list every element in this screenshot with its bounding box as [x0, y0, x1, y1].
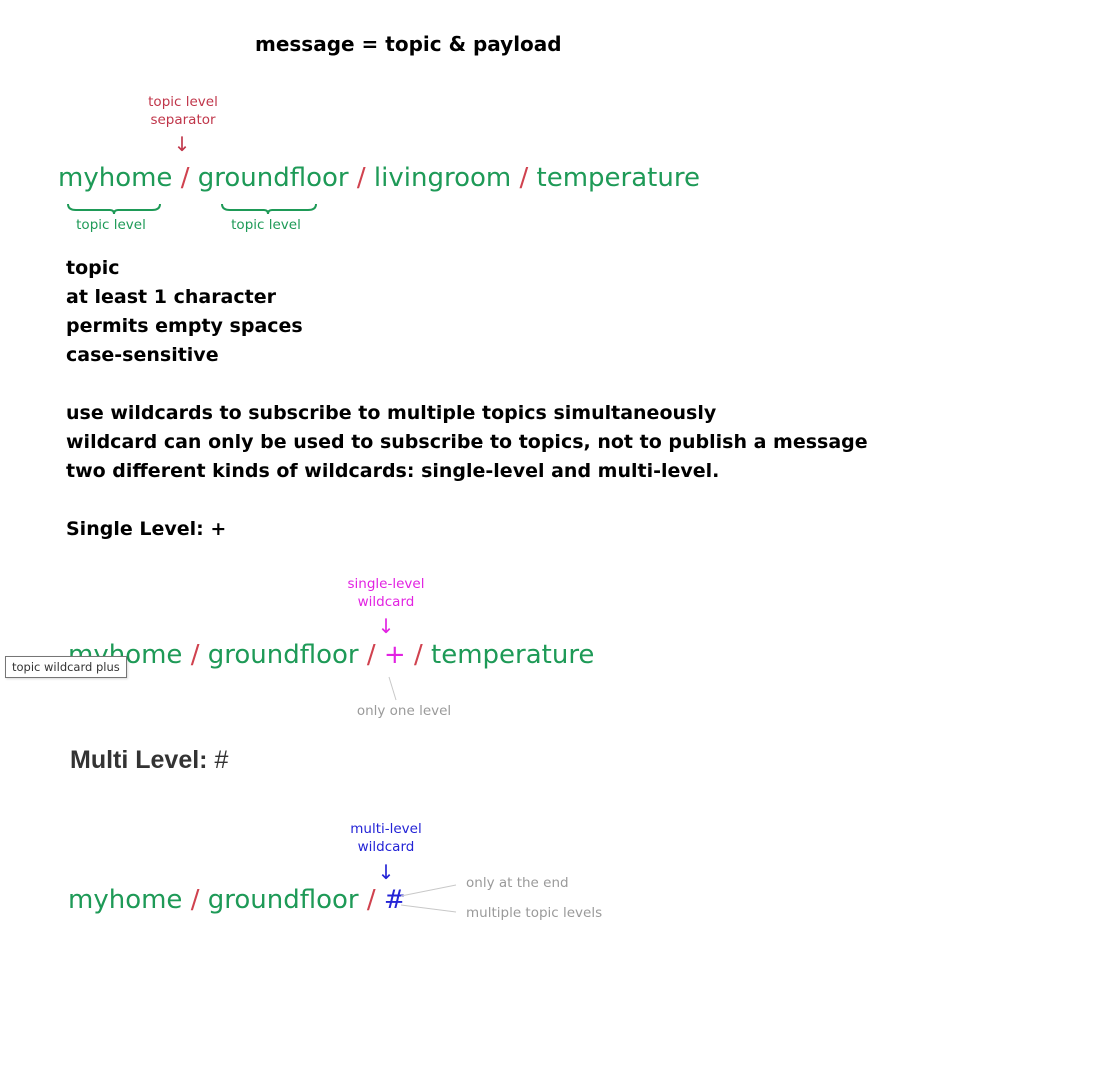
- only-at-end-note: only at the end: [466, 875, 569, 891]
- brace-icon: [221, 203, 317, 215]
- brace-icon: [67, 203, 161, 215]
- pointer-line: [388, 676, 397, 701]
- single-level-annotation-line-1: single-level: [347, 576, 425, 592]
- topic-separator: /: [190, 885, 200, 915]
- topic-level-label: topic level: [231, 217, 301, 233]
- topic-separator: /: [180, 163, 190, 193]
- multi-level-heading-label: Multi Level:: [70, 746, 208, 774]
- topic-example: myhome / groundfloor / livingroom / temp…: [58, 163, 700, 193]
- single-level-wildcard: +: [383, 640, 406, 670]
- rule-line: case-sensitive: [66, 344, 219, 366]
- multi-level-annotation: multi-level wildcard: [341, 820, 431, 856]
- topic-separator: /: [413, 640, 423, 670]
- single-level-annotation-line-2: wildcard: [357, 594, 415, 610]
- multi-level-example: myhome / groundfloor / #: [68, 885, 406, 915]
- rule-line: permits empty spaces: [66, 315, 303, 337]
- topic-separator: /: [366, 885, 376, 915]
- down-arrow-icon: ↓: [173, 132, 191, 156]
- topic-separator: /: [356, 163, 366, 193]
- separator-annotation-line-1: topic level: [148, 94, 218, 110]
- topic-separator: /: [366, 640, 376, 670]
- topic-level-temperature: temperature: [431, 640, 595, 670]
- rule-line: topic: [66, 257, 120, 279]
- only-one-level-note: only one level: [356, 703, 452, 719]
- multi-level-heading-symbol: #: [214, 746, 229, 774]
- topic-level-myhome: myhome: [68, 885, 183, 915]
- wildcard-rules: use wildcards to subscribe to multiple t…: [66, 399, 868, 486]
- topic-separator: /: [519, 163, 529, 193]
- topic-separator: /: [190, 640, 200, 670]
- multi-level-heading: Multi Level: #: [70, 746, 228, 775]
- topic-level-livingroom: livingroom: [373, 163, 512, 193]
- down-arrow-icon: ↓: [377, 860, 395, 884]
- topic-level-temperature: temperature: [536, 163, 700, 193]
- multi-level-annotation-line-1: multi-level: [350, 821, 422, 837]
- single-level-heading: Single Level: +: [66, 518, 227, 540]
- rule-line: use wildcards to subscribe to multiple t…: [66, 402, 717, 424]
- topic-level-label: topic level: [76, 217, 146, 233]
- topic-level-groundfloor: groundfloor: [207, 640, 359, 670]
- topic-level-myhome: myhome: [58, 163, 173, 193]
- single-level-annotation: single-level wildcard: [341, 575, 431, 611]
- multi-level-annotation-line-2: wildcard: [357, 839, 415, 855]
- single-level-example: myhome / groundfloor / + / temperature: [68, 640, 594, 670]
- separator-annotation: topic level separator: [138, 93, 228, 129]
- pointer-lines: [400, 884, 457, 913]
- rule-line: wildcard can only be used to subscribe t…: [66, 431, 868, 453]
- page-title: message = topic & payload: [255, 32, 562, 56]
- topic-level-groundfloor: groundfloor: [197, 163, 349, 193]
- down-arrow-icon: ↓: [377, 614, 395, 638]
- image-tooltip: topic wildcard plus: [5, 656, 127, 678]
- topic-rules: topic at least 1 character permits empty…: [66, 254, 303, 370]
- multiple-levels-note: multiple topic levels: [466, 905, 603, 921]
- topic-level-groundfloor: groundfloor: [207, 885, 359, 915]
- separator-annotation-line-2: separator: [150, 112, 216, 128]
- rule-line: at least 1 character: [66, 286, 276, 308]
- rule-line: two different kinds of wildcards: single…: [66, 460, 720, 482]
- multi-level-wildcard: #: [383, 885, 406, 915]
